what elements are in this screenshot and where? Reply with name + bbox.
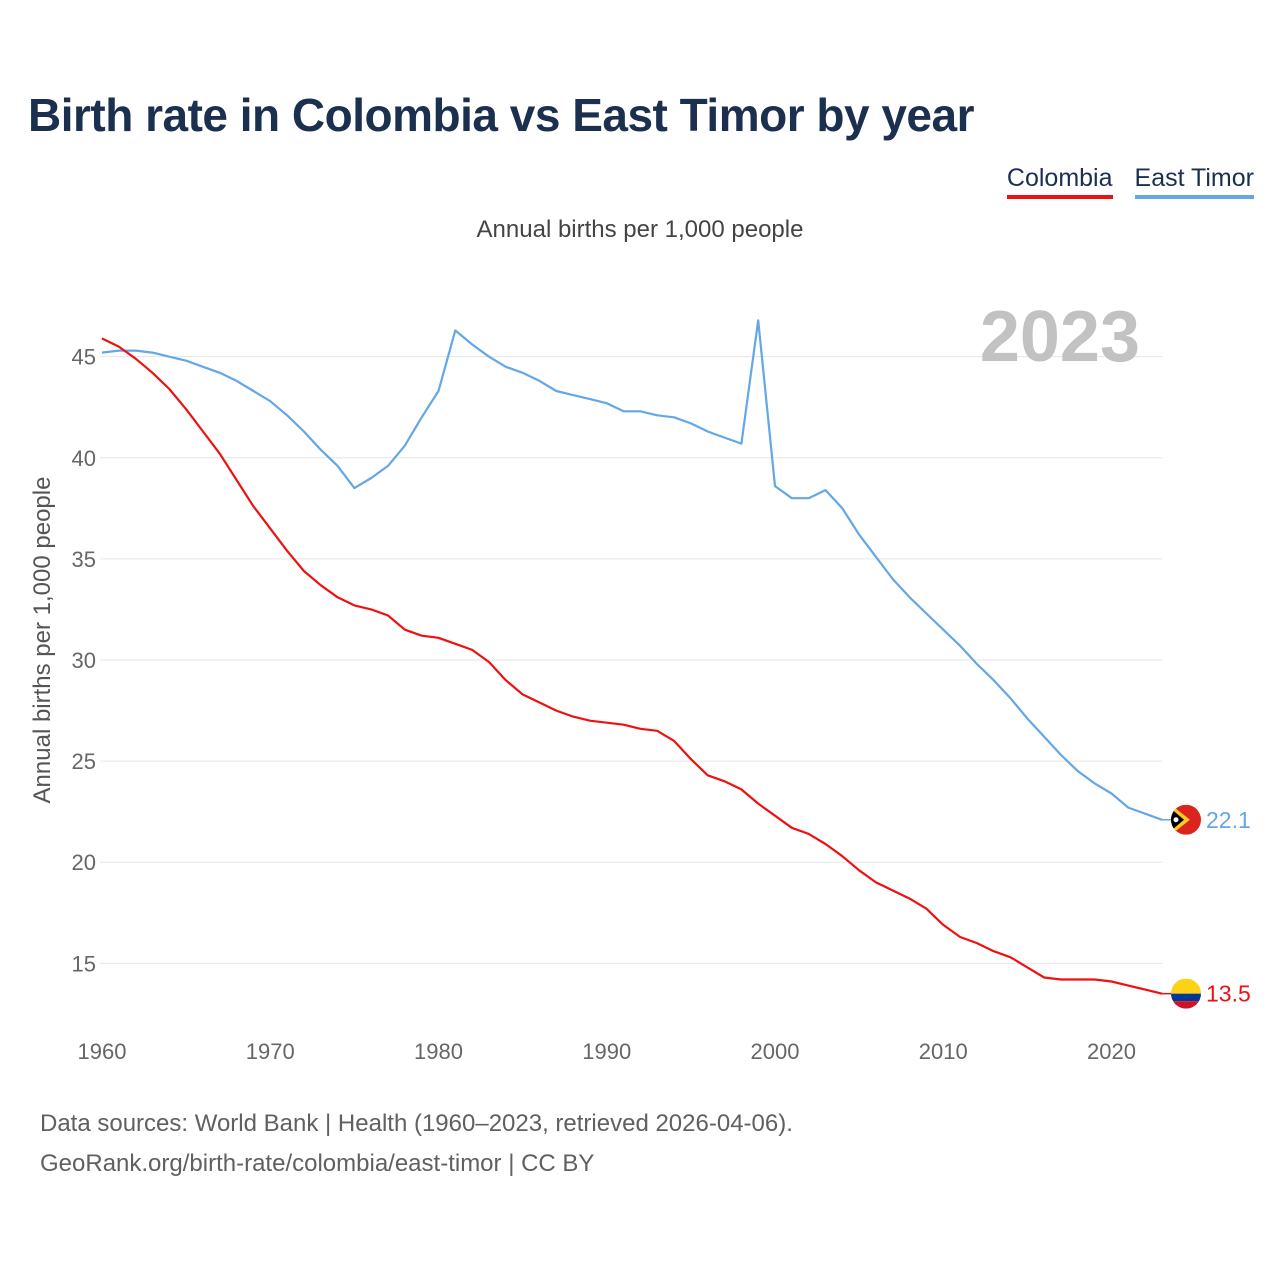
flag-stripe-yellow [1171, 978, 1201, 994]
x-tick-label: 1980 [414, 1039, 463, 1064]
legend: Colombia East Timor [1006, 164, 1254, 199]
y-tick-label: 25 [72, 749, 96, 774]
source-url-text: GeoRank.org/birth-rate/colombia/east-tim… [40, 1150, 595, 1177]
chart-title: Birth rate in Colombia vs East Timor by … [28, 89, 975, 141]
line-chart: 15 20 25 30 35 40 45 1960 1970 1980 1990 2000 2010 20… [29, 297, 1251, 1064]
chart-subtitle: Annual births per 1,000 people [476, 216, 804, 243]
x-tick-label: 1970 [246, 1039, 295, 1064]
x-tick-label: 1990 [582, 1039, 631, 1064]
y-tick-label: 20 [72, 850, 96, 875]
flag-star-white [1173, 817, 1179, 823]
year-watermark: 2023 [980, 297, 1140, 377]
y-tick-label: 45 [72, 345, 96, 370]
x-tick-label: 2000 [751, 1039, 800, 1064]
x-tick-label: 2010 [919, 1039, 968, 1064]
y-tick-label: 35 [72, 547, 96, 572]
legend-item-east-timor[interactable]: East Timor [1134, 164, 1254, 199]
end-value-label-colombia: 13.5 [1206, 981, 1251, 1007]
series-line-colombia [101, 337, 1163, 995]
end-value-label-east-timor: 22.1 [1206, 807, 1251, 833]
footer: Data sources: World Bank | Health (1960–… [40, 1104, 793, 1184]
y-tick-label: 40 [72, 446, 96, 471]
series-line-east-timor [101, 319, 1163, 821]
flag-east-timor-icon [1171, 804, 1201, 835]
x-tick-label: 2020 [1087, 1039, 1136, 1064]
flag-stripe-red [1171, 1001, 1201, 1009]
legend-item-colombia[interactable]: Colombia [1006, 164, 1113, 199]
x-tick-label: 1960 [78, 1039, 127, 1064]
y-tick-label: 30 [72, 648, 96, 673]
y-tick-label: 15 [72, 951, 96, 976]
flag-colombia-icon [1171, 978, 1201, 1009]
y-axis-label: Annual births per 1,000 people [29, 477, 56, 804]
flag-stripe-blue [1171, 993, 1201, 1002]
data-source-text: Data sources: World Bank | Health (1960–… [40, 1110, 793, 1137]
